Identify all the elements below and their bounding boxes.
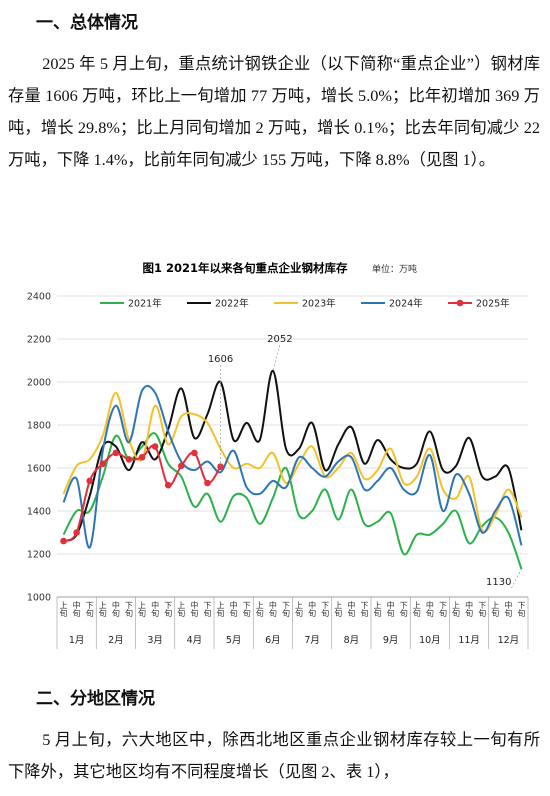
point-marker bbox=[191, 449, 198, 457]
x-tick-label: 下旬 bbox=[438, 601, 447, 618]
x-tick-label: 中旬 bbox=[72, 600, 81, 618]
x-tick-label: 中旬 bbox=[229, 600, 238, 618]
x-tick-label: 下旬 bbox=[321, 601, 330, 618]
point-marker bbox=[164, 481, 172, 489]
annotation: 1130 bbox=[486, 577, 511, 588]
point-marker bbox=[177, 462, 185, 470]
x-tick-label: 中旬 bbox=[268, 600, 277, 618]
month-label: 11月 bbox=[458, 635, 480, 646]
x-tick-label: 中旬 bbox=[425, 600, 434, 618]
legend-label: 2022年 bbox=[215, 298, 249, 310]
point-marker bbox=[151, 443, 159, 450]
x-tick-label: 上旬 bbox=[295, 601, 304, 618]
chart: 图1 2021年以来各旬重点企业钢材库存 单位：万吨 1000 1200 1400 1… bbox=[27, 261, 529, 649]
point-marker bbox=[217, 463, 224, 471]
y-tick-label: 1400 bbox=[27, 507, 51, 518]
x-tick-label: 上旬 bbox=[138, 601, 147, 618]
x-tick-label: 上旬 bbox=[452, 601, 461, 618]
point-marker bbox=[99, 460, 107, 467]
point-marker bbox=[112, 449, 120, 457]
x-tick-label: 下旬 bbox=[85, 601, 94, 618]
x-tick-label: 下旬 bbox=[124, 601, 133, 618]
heading: 二、分地区情况 bbox=[36, 689, 155, 709]
x-tick-label: 上旬 bbox=[334, 601, 343, 618]
month-label: 12月 bbox=[498, 635, 520, 646]
month-label: 7月 bbox=[304, 635, 320, 646]
x-tick-label: 上旬 bbox=[412, 601, 421, 618]
x-tick-label: 中旬 bbox=[111, 600, 120, 618]
y-tick-label: 2000 bbox=[27, 378, 51, 389]
month-label: 1月 bbox=[69, 635, 85, 646]
x-tick-label: 中旬 bbox=[190, 600, 199, 618]
x-tick-label: 下旬 bbox=[478, 601, 487, 618]
x-tick-label: 中旬 bbox=[308, 600, 317, 618]
series-line bbox=[63, 369, 523, 543]
x-tick-label: 中旬 bbox=[347, 600, 356, 618]
point-marker bbox=[204, 479, 211, 487]
legend-label: 2021年 bbox=[128, 298, 162, 310]
series-line bbox=[62, 384, 523, 549]
x-tick-label: 下旬 bbox=[360, 601, 369, 618]
y-tick-label: 1600 bbox=[27, 464, 51, 475]
x-tick-label: 上旬 bbox=[491, 601, 500, 618]
legend-label: 2023年 bbox=[302, 298, 336, 310]
x-tick-label: 下旬 bbox=[242, 601, 251, 618]
month-label: 2月 bbox=[108, 635, 124, 646]
y-tick-label: 2400 bbox=[27, 292, 51, 303]
month-label: 6月 bbox=[265, 635, 281, 646]
y-tick-label: 1200 bbox=[27, 550, 51, 561]
point-marker bbox=[73, 529, 80, 536]
chart-unit: 单位：万吨 bbox=[372, 263, 417, 275]
paragraph: 2025 年 5 月上旬，重点统计钢铁企业（以下简称“重点企业”）钢材库存量 1… bbox=[8, 54, 540, 169]
point-marker bbox=[86, 477, 94, 485]
x-tick-label: 上旬 bbox=[59, 601, 68, 618]
month-label: 10月 bbox=[419, 635, 441, 646]
y-tick-label: 1000 bbox=[27, 593, 51, 604]
x-tick-label: 上旬 bbox=[373, 601, 382, 618]
month-label: 9月 bbox=[383, 635, 399, 646]
x-tick-label: 上旬 bbox=[98, 601, 107, 618]
legend-marker bbox=[456, 299, 464, 307]
legend-label: 2025年 bbox=[476, 298, 510, 310]
point-marker bbox=[138, 453, 146, 461]
month-label: 8月 bbox=[344, 635, 360, 646]
annotation-leader bbox=[272, 344, 281, 371]
annotation-leader bbox=[511, 568, 522, 589]
annotation: 2052 bbox=[267, 334, 292, 345]
chart-title: 图1 2021年以来各旬重点企业钢材库存 bbox=[142, 261, 348, 275]
heading: 一、总体情况 bbox=[36, 13, 138, 33]
legend-label: 2024年 bbox=[389, 298, 423, 310]
x-tick-label: 下旬 bbox=[399, 601, 408, 618]
x-tick-label: 下旬 bbox=[164, 601, 173, 618]
x-tick-label: 上旬 bbox=[255, 601, 264, 618]
x-tick-label: 下旬 bbox=[203, 601, 212, 618]
month-label: 5月 bbox=[226, 635, 242, 646]
x-tick-label: 中旬 bbox=[386, 600, 395, 618]
x-tick-label: 中旬 bbox=[151, 600, 160, 618]
x-tick-label: 下旬 bbox=[517, 601, 526, 618]
month-label: 4月 bbox=[187, 635, 203, 646]
x-tick-label: 中旬 bbox=[504, 600, 513, 618]
x-tick-label: 上旬 bbox=[216, 601, 225, 618]
y-tick-label: 1800 bbox=[27, 421, 51, 432]
x-tick-label: 上旬 bbox=[177, 601, 186, 618]
annotation: 1606 bbox=[208, 354, 233, 365]
point-marker bbox=[125, 456, 133, 463]
series-line bbox=[62, 432, 523, 570]
x-tick-label: 下旬 bbox=[281, 601, 290, 618]
month-label: 3月 bbox=[147, 635, 163, 646]
paragraph: 5 月上旬，六大地区中，除西北地区重点企业钢材库存较上一旬有所下降外，其它地区均… bbox=[8, 730, 540, 781]
x-tick-label: 中旬 bbox=[465, 600, 474, 618]
point-marker bbox=[60, 537, 67, 545]
y-tick-label: 2200 bbox=[27, 335, 51, 346]
